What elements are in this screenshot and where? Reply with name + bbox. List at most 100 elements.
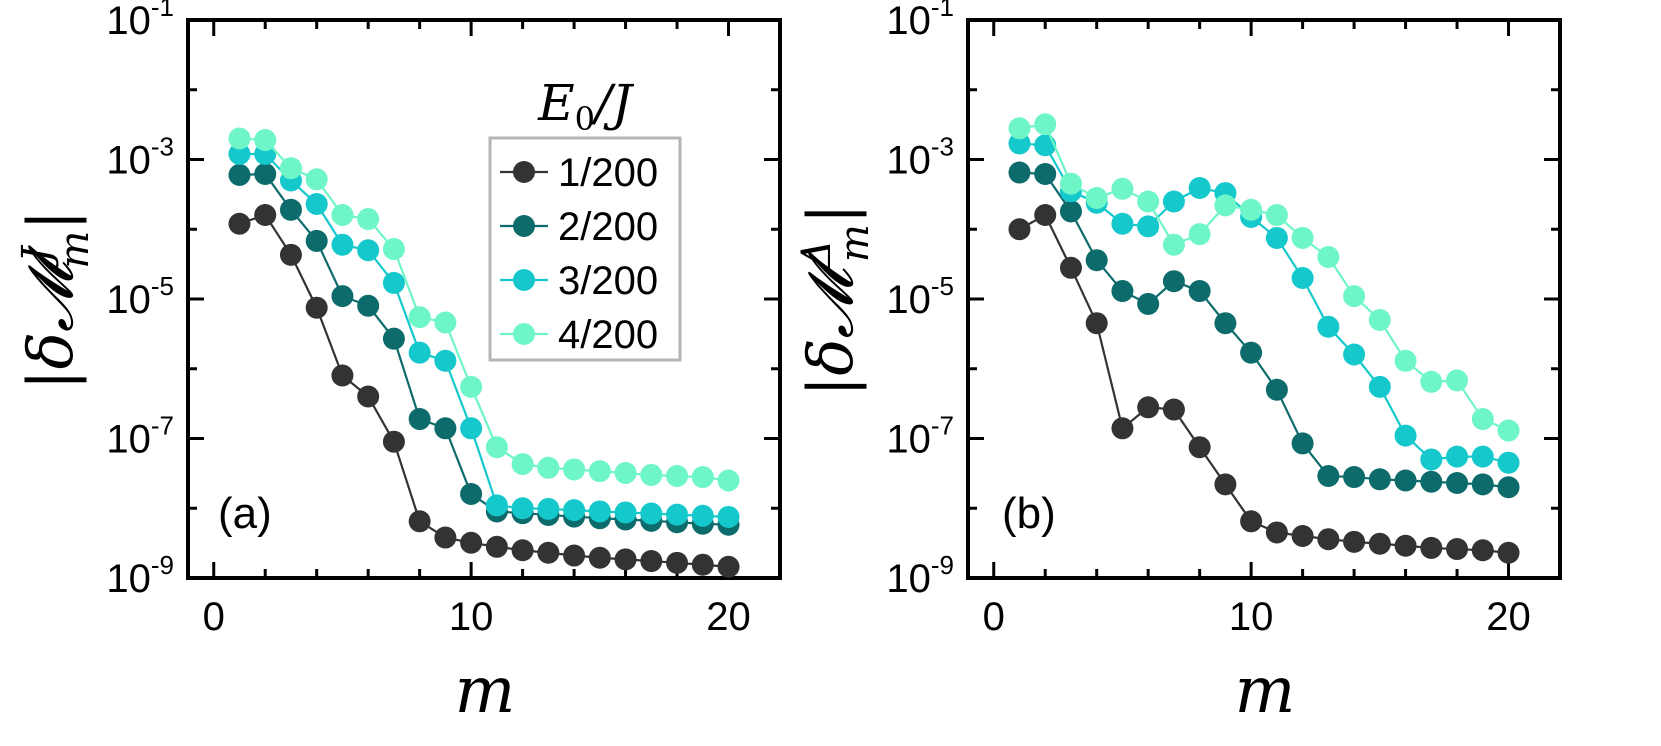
x-axis-label-a: m [455,654,516,728]
data-point-1-200 [1368,532,1391,555]
x-tick-label: 10 [1229,595,1274,639]
data-point-2-200 [279,198,302,221]
data-point-1-200 [666,551,689,574]
data-point-1-200 [1471,539,1494,562]
legend-title-main: E [537,74,575,132]
data-point-4-200 [1214,194,1237,217]
data-point-1-200 [460,531,483,554]
data-point-4-200 [717,469,740,492]
data-point-4-200 [1059,172,1082,195]
data-point-2-200 [1446,472,1469,495]
data-point-3-200 [1008,132,1031,155]
data-point-1-200 [640,550,663,573]
data-point-1-200 [1420,536,1443,559]
data-point-2-200 [1420,470,1443,493]
data-point-1-200 [1137,396,1160,419]
data-point-3-200 [305,193,328,216]
data-point-3-200 [1471,445,1494,468]
data-point-2-200 [1265,378,1288,401]
data-point-1-200 [1059,256,1082,279]
data-point-2-200 [1497,476,1520,499]
data-point-3-200 [1188,177,1211,200]
data-point-3-200 [1034,134,1057,157]
data-point-1-200 [305,296,328,319]
data-point-3-200 [228,142,251,165]
data-point-1-200 [1343,530,1366,553]
data-point-2-200 [1214,312,1237,335]
data-point-3-200 [511,497,534,520]
data-point-3-200 [382,271,405,294]
data-point-4-200 [1291,226,1314,249]
data-point-3-200 [537,497,560,520]
data-point-3-200 [640,502,663,525]
legend-marker [513,215,535,237]
data-point-4-200 [382,238,405,261]
data-point-4-200 [614,462,637,485]
data-point-2-200 [408,408,431,431]
data-point-4-200 [1137,190,1160,213]
y-tick-label: 10-1 [106,0,174,43]
data-point-2-200 [460,483,483,506]
data-point-3-200 [691,504,714,527]
data-point-1-200 [511,539,534,562]
data-point-4-200 [640,463,663,486]
data-point-4-200 [1368,308,1391,331]
data-point-1-200 [485,535,508,558]
data-point-2-200 [1317,464,1340,487]
data-point-4-200 [537,456,560,479]
data-point-1-200 [357,385,380,408]
data-point-1-200 [331,364,354,387]
panel-label-a: (a) [218,489,272,538]
data-point-3-200 [563,499,586,522]
data-point-4-200 [1343,285,1366,308]
y-axis-label-main: |δ𝓜 [14,245,87,390]
data-point-3-200 [1343,343,1366,366]
plot-frame [186,18,782,580]
data-point-4-200 [1420,370,1443,393]
data-point-1-200 [1240,510,1263,533]
data-point-2-200 [1368,468,1391,491]
data-point-4-200 [357,208,380,231]
data-point-2-200 [1085,249,1108,272]
data-point-4-200 [408,306,431,329]
data-point-2-200 [228,163,251,186]
legend-label: 4/200 [558,313,658,357]
legend: E0/J 1/200 2/200 3/200 4/200 [488,74,682,362]
y-tick-label: 10-3 [106,132,174,183]
data-point-3-200 [614,501,637,524]
data-point-1-200 [691,553,714,576]
y-tick-label: 10-1 [886,0,954,43]
data-point-2-200 [357,294,380,317]
data-point-4-200 [1394,349,1417,372]
data-point-4-200 [1085,187,1108,210]
data-point-4-200 [1188,223,1211,246]
data-point-1-200 [1085,312,1108,335]
data-point-2-200 [1008,161,1031,184]
data-point-4-200 [1265,204,1288,227]
data-point-4-200 [511,453,534,476]
data-point-4-200 [1008,117,1031,140]
legend-title: E0/J [537,74,635,138]
data-point-2-200 [1034,162,1057,185]
data-point-2-200 [1343,466,1366,489]
data-point-3-200 [1368,375,1391,398]
data-point-2-200 [1162,270,1185,293]
data-point-4-200 [563,458,586,481]
svg-text:|δ𝓜Jm|: |δ𝓜Jm| [14,210,98,391]
legend-title-sub: 0 [575,100,595,138]
data-point-2-200 [1188,280,1211,303]
x-tick-label: 0 [983,595,1005,639]
plot-frame [966,18,1562,580]
data-point-2-200 [1059,200,1082,223]
data-point-3-200 [717,505,740,528]
data-point-1-200 [1291,525,1314,548]
data-point-1-200 [588,546,611,569]
data-point-1-200 [279,243,302,266]
data-point-1-200 [254,204,277,227]
data-point-2-200 [1240,341,1263,364]
data-point-2-200 [1394,469,1417,492]
legend-label: 2/200 [558,205,658,249]
y-axis-label-sub: m [832,224,878,262]
data-point-1-200 [1111,417,1134,440]
